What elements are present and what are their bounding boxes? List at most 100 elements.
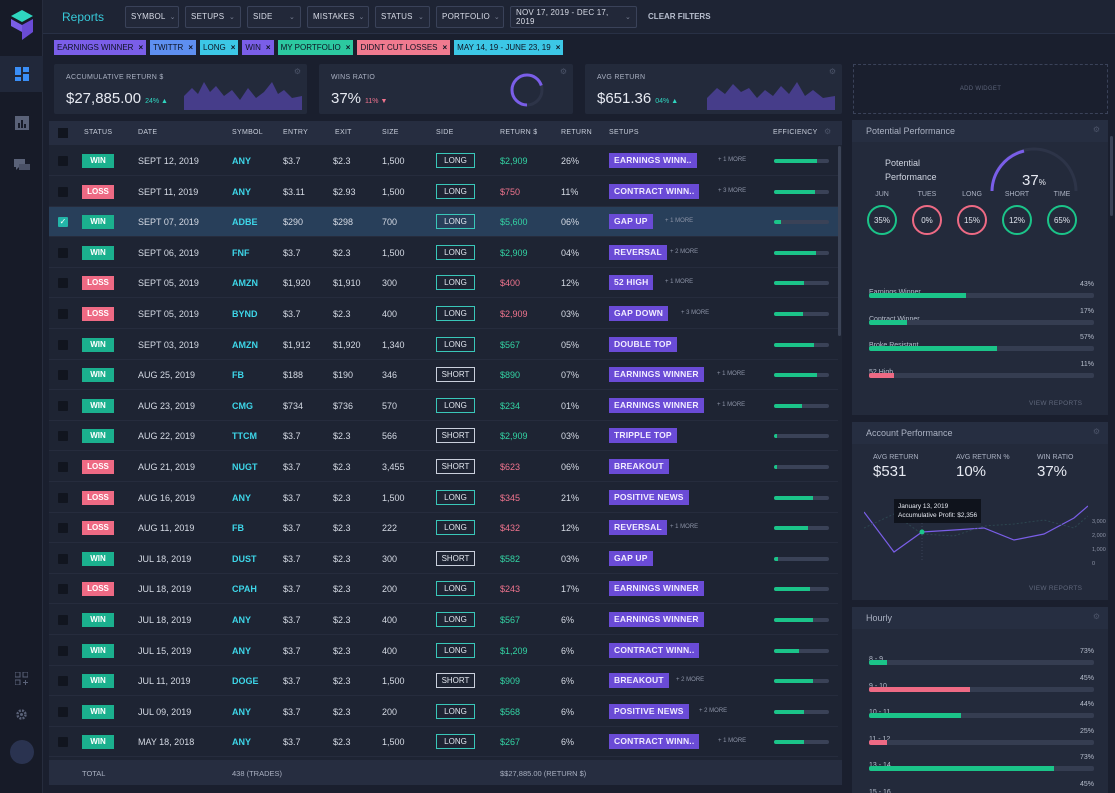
col-date[interactable]: DATE (138, 129, 158, 136)
row-checkbox[interactable] (58, 523, 68, 534)
more-setups-link[interactable]: + 2 MORE (676, 677, 705, 684)
filter-chip[interactable]: TWITTR × (150, 40, 197, 55)
setup-tag[interactable]: BREAKOUT (609, 673, 669, 689)
panel-settings-icon[interactable]: ⚙ (1092, 612, 1100, 621)
table-row[interactable]: ✓ WIN SEPT 07, 2019 ADBE $290 $298 700 LONG $5,6… (49, 207, 838, 238)
row-checkbox[interactable] (58, 492, 68, 503)
table-row[interactable]: WIN AUG 23, 2019 CMG $734 $736 570 LONG $234 01%… (49, 391, 838, 421)
row-checkbox[interactable] (58, 431, 68, 442)
trade-symbol[interactable]: ANY (232, 492, 252, 503)
setup-tag[interactable]: GAP UP (609, 214, 653, 230)
card-settings-icon[interactable]: ⚙ (559, 67, 567, 76)
filter-chip[interactable]: WIN × (242, 40, 274, 55)
row-checkbox[interactable] (58, 737, 68, 748)
table-row[interactable]: LOSS JUL 18, 2019 CPAH $3.7 $2.3 200 LONG $243 1… (49, 574, 838, 605)
close-icon[interactable]: × (230, 43, 236, 52)
chat-icon[interactable] (0, 148, 43, 184)
table-row[interactable]: LOSS AUG 11, 2019 FB $3.7 $2.3 222 LONG $432 12%… (49, 513, 838, 544)
row-checkbox[interactable] (58, 370, 68, 381)
more-setups-link[interactable]: + 1 MORE (717, 401, 746, 408)
trade-symbol[interactable]: FNF (232, 247, 250, 258)
setup-tag[interactable]: CONTRACT WINN.. (609, 183, 700, 199)
row-checkbox[interactable] (58, 676, 68, 687)
setup-tag[interactable]: CONTRACT WINN.. (609, 642, 700, 658)
table-row[interactable]: LOSS SEPT 05, 2019 BYND $3.7 $2.3 400 LONG $2,9… (49, 299, 838, 329)
setup-tag[interactable]: GAP UP (609, 550, 653, 566)
trade-symbol[interactable]: CMG (232, 400, 253, 411)
col-symbol[interactable]: SYMBOL (232, 129, 263, 136)
trade-symbol[interactable]: NUGT (232, 462, 258, 472)
filter-status-dropdown[interactable]: STATUS ⌄ (375, 5, 431, 28)
dashboard-icon[interactable] (0, 56, 43, 92)
setup-tag[interactable]: GAP DOWN (609, 306, 669, 321)
col-exit[interactable]: EXIT (335, 129, 352, 136)
filter-chip[interactable]: MAY 14, 19 - JUNE 23, 19 × (454, 40, 564, 55)
col-status[interactable]: STATUS (84, 129, 113, 136)
filter-mistakes-dropdown[interactable]: MISTAKES ⌄ (307, 5, 370, 28)
more-setups-link[interactable]: + 2 MORE (670, 248, 699, 255)
view-reports-link[interactable]: VIEW REPORTS (1029, 400, 1083, 407)
setup-tag[interactable]: REVERSAL (609, 520, 667, 536)
more-setups-link[interactable]: + 3 MORE (681, 310, 710, 316)
table-row[interactable]: WIN SEPT 12, 2019 ANY $3.7 $2.3 1,500 LONG $2,9… (49, 146, 838, 176)
setup-tag[interactable]: EARNINGS WINNER (609, 397, 704, 413)
close-icon[interactable]: × (345, 43, 351, 52)
setup-tag[interactable]: CONTRACT WINN.. (609, 734, 700, 750)
more-setups-link[interactable]: + 1 MORE (665, 279, 694, 286)
table-row[interactable]: WIN JUL 18, 2019 ANY $3.7 $2.3 400 LONG $567 6% E… (49, 605, 838, 635)
more-setups-link[interactable]: + 1 MORE (670, 524, 699, 531)
table-row[interactable]: WIN JUL 11, 2019 DOGE $3.7 $2.3 1,500 SHORT $90… (49, 666, 838, 697)
view-reports-link[interactable]: VIEW REPORTS (1029, 585, 1083, 592)
row-checkbox[interactable] (58, 247, 68, 258)
add-widget-icon[interactable] (0, 660, 43, 696)
filter-chip[interactable]: MY PORTFOLIO × (277, 40, 354, 55)
sidebar-scrollbar[interactable] (1110, 136, 1113, 216)
more-setups-link[interactable]: + 2 MORE (699, 707, 728, 714)
setup-tag[interactable]: POSITIVE NEWS (609, 489, 689, 505)
row-checkbox[interactable] (58, 462, 68, 472)
filter-chip[interactable]: DIDNT CUT LOSSES × (357, 40, 451, 55)
trade-symbol[interactable]: CPAH (232, 584, 257, 595)
filter-side-dropdown[interactable]: SIDE ⌄ (247, 5, 302, 28)
trade-symbol[interactable]: ANY (232, 706, 252, 717)
row-checkbox[interactable] (58, 645, 68, 656)
more-setups-link[interactable]: + 1 MORE (718, 738, 747, 745)
row-checkbox[interactable] (58, 278, 68, 289)
reports-icon[interactable] (0, 105, 43, 141)
avatar[interactable] (10, 740, 34, 764)
trade-symbol[interactable]: AMZN (232, 278, 258, 289)
setup-tag[interactable]: EARNINGS WINNER (609, 581, 704, 597)
settings-gear-icon[interactable] (0, 696, 43, 732)
row-checkbox[interactable] (58, 553, 68, 564)
col-return-pct[interactable]: RETURN (561, 129, 592, 136)
trade-symbol[interactable]: ANY (232, 645, 252, 656)
more-setups-link[interactable]: + 3 MORE (718, 187, 747, 194)
table-row[interactable]: WIN SEPT 03, 2019 AMZN $1,912 $1,920 1,340 LON… (49, 330, 838, 360)
close-icon[interactable]: × (265, 43, 271, 52)
table-row[interactable]: WIN SEPT 06, 2019 FNF $3.7 $2.3 1,500 LONG $2,9… (49, 238, 838, 268)
filter-setups-dropdown[interactable]: SETUPS ⌄ (185, 5, 242, 28)
table-row[interactable]: WIN AUG 25, 2019 FB $188 $190 346 SHORT $890 07%… (49, 360, 838, 391)
panel-settings-icon[interactable]: ⚙ (1092, 427, 1100, 436)
panel-settings-icon[interactable]: ⚙ (1092, 125, 1100, 134)
table-row[interactable]: WIN JUL 15, 2019 ANY $3.7 $2.3 400 LONG $1,209 6… (49, 636, 838, 666)
trade-symbol[interactable]: BYND (232, 309, 258, 319)
setup-tag[interactable]: EARNINGS WINNER (609, 367, 704, 383)
table-row[interactable]: WIN AUG 22, 2019 TTCM $3.7 $2.3 566 SHORT $2,90… (49, 421, 838, 452)
card-settings-icon[interactable]: ⚙ (293, 67, 301, 76)
trade-symbol[interactable]: FB (232, 370, 244, 381)
more-setups-link[interactable]: + 1 MORE (665, 218, 694, 225)
setup-tag[interactable]: EARNINGS WINNER (609, 612, 704, 627)
trade-symbol[interactable]: AMZN (232, 339, 258, 350)
table-settings-icon[interactable]: ⚙ (824, 127, 832, 136)
setup-tag[interactable]: TRIPPLE TOP (609, 428, 677, 444)
col-size[interactable]: SIZE (382, 129, 399, 136)
table-row[interactable]: WIN JUL 09, 2019 ANY $3.7 $2.3 200 LONG $568 6% P… (49, 697, 838, 727)
clear-filters-button[interactable]: CLEAR FILTERS (648, 12, 711, 21)
row-checkbox[interactable] (58, 309, 68, 319)
close-icon[interactable]: × (555, 43, 561, 52)
trade-symbol[interactable]: ANY (232, 737, 252, 748)
setup-tag[interactable]: POSITIVE NEWS (609, 703, 689, 719)
trade-symbol[interactable]: FB (232, 523, 244, 534)
table-scrollbar[interactable] (838, 146, 841, 336)
